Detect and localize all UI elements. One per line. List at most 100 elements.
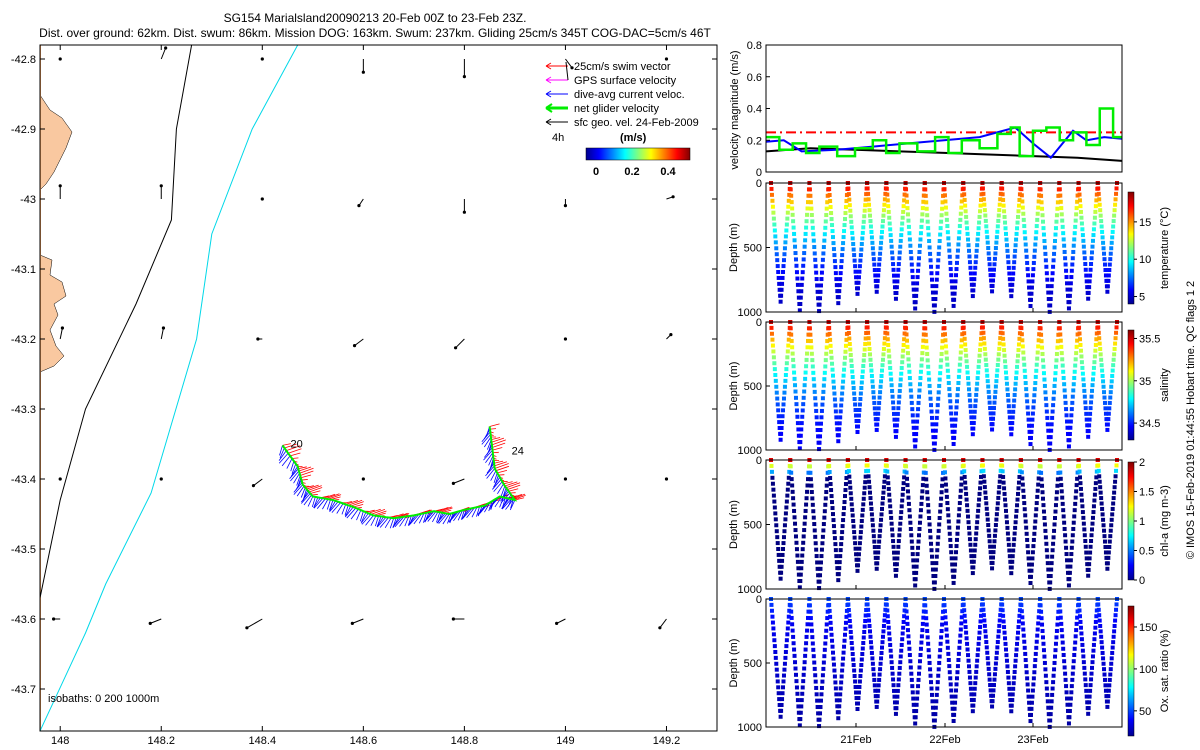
dive-point <box>857 402 862 407</box>
dive-point <box>1024 670 1029 675</box>
dive-point <box>769 186 774 191</box>
dive-point <box>795 414 800 419</box>
dive-point <box>944 211 949 216</box>
dive-point <box>898 244 903 249</box>
dive-point <box>792 231 797 236</box>
dive-point <box>1106 273 1111 278</box>
dive-point <box>1102 672 1107 677</box>
dive-point <box>918 514 923 519</box>
dive-point <box>911 281 916 286</box>
dive-point <box>1045 277 1050 282</box>
dive-point <box>1042 516 1047 521</box>
dive-point <box>892 273 897 278</box>
dive-point <box>830 650 835 655</box>
swim-vector <box>505 482 521 489</box>
dive-point <box>1010 554 1015 559</box>
dive-point <box>1092 492 1097 497</box>
dive-point <box>828 343 833 348</box>
dive-point <box>959 482 964 487</box>
dive-point <box>824 483 829 488</box>
dive-point <box>964 359 969 364</box>
dive-point <box>990 289 995 294</box>
dive-point <box>850 513 855 518</box>
dive-point <box>1094 475 1099 480</box>
dive-point <box>1049 284 1054 289</box>
dive-point <box>839 265 844 270</box>
dive-point <box>925 219 930 224</box>
dive-point <box>900 631 905 636</box>
dive-point <box>775 679 780 684</box>
dac-vector <box>377 516 387 528</box>
dive-point <box>1093 209 1098 214</box>
velocity-series-geo <box>765 147 1123 162</box>
dive-point <box>1023 236 1028 241</box>
dive-point <box>1062 659 1067 664</box>
dive-point <box>819 270 824 275</box>
dive-point <box>1003 220 1008 225</box>
dive-point <box>907 653 912 658</box>
dive-point <box>870 240 875 245</box>
dive-point <box>1032 670 1037 675</box>
dive-point <box>1083 400 1088 405</box>
dive-point <box>983 629 988 634</box>
dive-point <box>811 654 816 659</box>
dive-point <box>908 665 913 670</box>
dive-point <box>1028 712 1033 717</box>
dive-point <box>819 685 824 690</box>
dive-point <box>990 422 995 427</box>
dive-point <box>908 388 913 393</box>
dive-point <box>1013 664 1018 669</box>
dive-point <box>957 224 962 229</box>
dive-point <box>923 332 928 337</box>
dive-point <box>841 235 846 240</box>
dive-point <box>799 427 804 432</box>
geo-vector-head <box>350 621 354 626</box>
dive-point <box>909 256 914 261</box>
dive-point <box>774 529 779 534</box>
dive-point <box>920 351 925 356</box>
dive-point <box>1083 544 1088 549</box>
geo-vector-head <box>664 477 669 481</box>
dive-point <box>1051 403 1056 408</box>
dive-point <box>855 430 860 435</box>
dive-point <box>1111 224 1116 229</box>
dive-point <box>1087 417 1092 422</box>
dive-point <box>856 275 861 280</box>
dive-point <box>937 383 942 388</box>
dive-point <box>901 625 906 630</box>
dive-point <box>945 362 950 367</box>
dive-point <box>893 296 898 301</box>
dive-point <box>915 281 920 286</box>
colorbar-tick-label: 15 <box>1139 217 1151 229</box>
dive-point <box>988 550 993 555</box>
dive-point <box>1028 442 1033 447</box>
dive-point <box>995 363 1000 368</box>
dive-point <box>949 688 954 693</box>
dive-point <box>1013 525 1018 530</box>
dive-point <box>987 533 992 538</box>
dive-point <box>1069 275 1074 280</box>
dive-point <box>927 383 932 388</box>
dive-point <box>831 379 836 384</box>
dive-point <box>973 260 978 265</box>
dive-point <box>885 198 890 203</box>
dive-point <box>831 662 836 667</box>
dive-point <box>977 636 982 641</box>
dive-point <box>1102 677 1107 682</box>
dive-point <box>815 428 820 433</box>
dive-point <box>961 463 966 468</box>
dive-point <box>1098 346 1103 351</box>
dive-point <box>985 235 990 240</box>
dive-point <box>822 232 827 237</box>
dive-point <box>1046 705 1051 710</box>
dive-point <box>985 373 990 378</box>
dive-point <box>771 626 776 631</box>
dive-point <box>791 641 796 646</box>
dive-point <box>1016 480 1021 485</box>
dive-point <box>928 390 933 395</box>
dive-point <box>898 654 903 659</box>
dive-point <box>982 623 987 628</box>
dive-point <box>962 336 967 341</box>
dive-point <box>908 520 913 525</box>
dive-point <box>880 219 885 224</box>
